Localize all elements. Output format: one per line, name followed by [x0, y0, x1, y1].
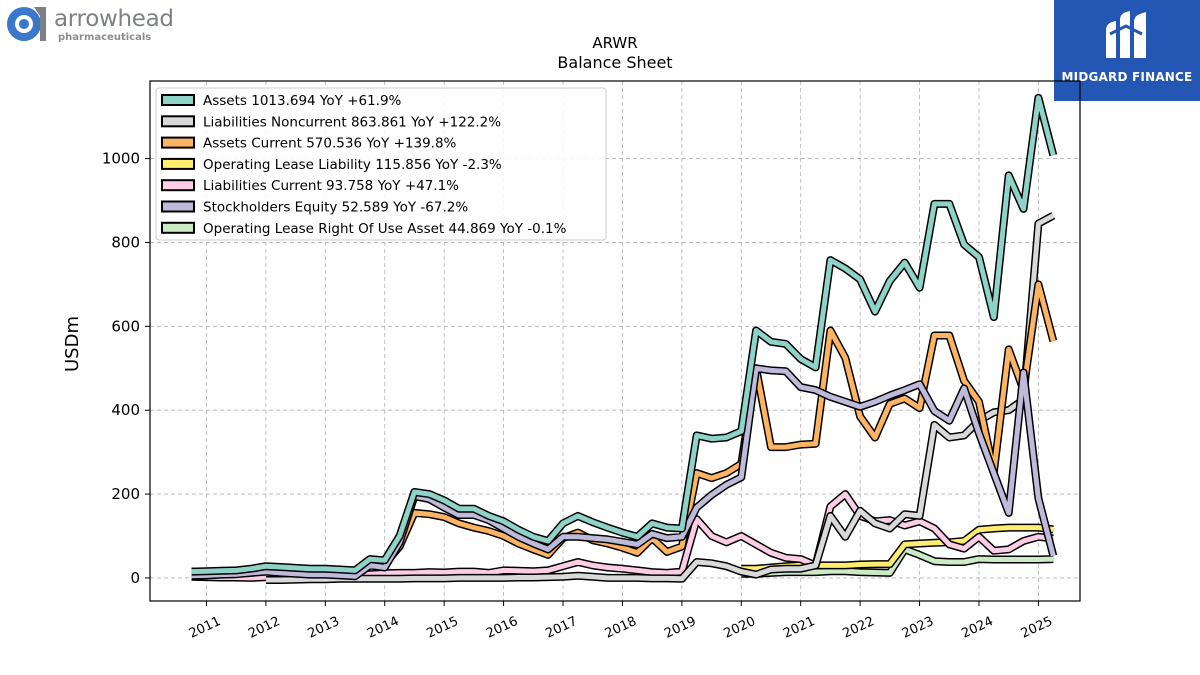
x-axis-ticks: 2011 2012 2013 2014 2015 2016 2017 2018 2019 2020… — [187, 601, 1055, 642]
x-tick-label: 2017 — [543, 614, 579, 642]
series-stockholders-equity — [191, 364, 1058, 581]
y-tick-label: 1000 — [102, 150, 140, 168]
legend: Assets 1013.694 YoY +61.9% Liabilities No… — [155, 87, 607, 241]
y-tick-label: 400 — [111, 401, 140, 419]
legend-swatch — [161, 221, 195, 234]
arrowhead-brand-sub: pharmaceuticals — [58, 32, 152, 43]
legend-entry: Operating Lease Liability 115.856 YoY -2… — [203, 157, 502, 173]
series-lines — [191, 93, 1058, 584]
y-tick-label: 200 — [111, 485, 140, 503]
midgard-finance-logo: MIDGARD FINANCE — [1054, 0, 1200, 101]
x-tick-label: 2021 — [781, 614, 817, 642]
x-tick-label: 2011 — [187, 614, 223, 642]
midgard-m-icon — [1106, 11, 1146, 58]
x-tick-label: 2015 — [425, 614, 461, 642]
series-assets — [191, 93, 1058, 576]
y-tick-label: 0 — [130, 569, 140, 587]
legend-swatch — [161, 179, 195, 192]
legend-entry: Assets Current 570.536 YoY +139.8% — [203, 136, 457, 152]
x-tick-label: 2019 — [662, 614, 698, 642]
x-tick-label: 2014 — [365, 614, 401, 642]
x-tick-label: 2024 — [959, 614, 995, 642]
x-tick-label: 2020 — [722, 614, 758, 642]
x-tick-label: 2023 — [900, 614, 936, 642]
chart-subtitle: Balance Sheet — [557, 53, 672, 72]
legend-entry: Assets 1013.694 YoY +61.9% — [203, 93, 402, 109]
series-line — [265, 213, 1055, 583]
legend-swatch — [161, 115, 195, 128]
legend-entry: Operating Lease Right Of Use Asset 44.86… — [203, 221, 567, 237]
x-tick-label: 2025 — [1019, 614, 1055, 642]
y-axis-label: USDm — [62, 316, 83, 372]
chart-title: ARWR — [592, 34, 637, 52]
series-liabilities-noncurrent — [265, 212, 1056, 584]
legend-swatch — [161, 136, 195, 149]
x-tick-label: 2022 — [840, 614, 876, 642]
plot-frame — [149, 80, 1081, 602]
series-line — [191, 95, 1056, 575]
legend-swatch — [161, 200, 195, 213]
arrowhead-brand-name: arrowhead — [54, 6, 174, 32]
arrowhead-logo: arrowhead pharmaceuticals — [4, 4, 194, 44]
y-tick-label: 600 — [111, 317, 140, 335]
legend-swatch — [161, 94, 195, 106]
legend-swatch — [161, 157, 195, 170]
legend-entry: Stockholders Equity 52.589 YoY -67.2% — [203, 200, 468, 216]
midgard-brand-name: MIDGARD FINANCE — [1061, 70, 1193, 84]
legend-entry: Liabilities Noncurrent 863.861 YoY +122.… — [203, 114, 501, 130]
legend-entry: Liabilities Current 93.758 YoY +47.1% — [203, 178, 459, 194]
x-tick-label: 2012 — [246, 614, 282, 642]
y-tick-label: 800 — [111, 233, 140, 251]
legend-box — [155, 87, 607, 241]
x-tick-label: 2018 — [603, 614, 639, 642]
y-axis-ticks: 0 200 400 600 800 1000 — [102, 150, 150, 587]
arrowhead-a-icon — [7, 7, 46, 41]
x-tick-label: 2016 — [484, 614, 520, 642]
series-line — [191, 365, 1056, 579]
x-tick-label: 2013 — [306, 614, 342, 642]
